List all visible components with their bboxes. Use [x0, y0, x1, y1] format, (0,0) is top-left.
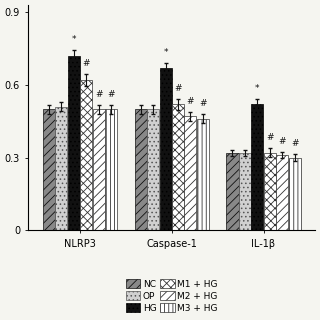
Bar [68, 56, 80, 230]
Bar [289, 158, 300, 230]
Bar [147, 109, 159, 230]
Legend: NC, OP, HG, M1 + HG, M2 + HG, M3 + HG: NC, OP, HG, M1 + HG, M2 + HG, M3 + HG [122, 276, 221, 316]
Bar [43, 109, 55, 230]
Text: #: # [187, 97, 194, 106]
Bar [251, 104, 263, 230]
Bar [197, 119, 209, 230]
Bar [160, 68, 172, 230]
Text: *: * [255, 84, 260, 93]
Text: #: # [278, 137, 286, 146]
Text: #: # [266, 133, 274, 142]
Bar [135, 109, 147, 230]
Bar [227, 153, 238, 230]
Text: #: # [199, 100, 207, 108]
Bar [93, 109, 105, 230]
Text: #: # [107, 90, 115, 99]
Text: *: * [163, 47, 168, 57]
Bar [80, 80, 92, 230]
Text: #: # [291, 140, 298, 148]
Text: *: * [72, 36, 76, 44]
Bar [184, 116, 196, 230]
Text: #: # [83, 59, 90, 68]
Bar [239, 153, 251, 230]
Text: #: # [95, 90, 102, 99]
Bar [264, 153, 276, 230]
Bar [172, 104, 184, 230]
Bar [276, 155, 288, 230]
Bar [105, 109, 117, 230]
Text: #: # [174, 84, 182, 93]
Bar [55, 107, 68, 230]
